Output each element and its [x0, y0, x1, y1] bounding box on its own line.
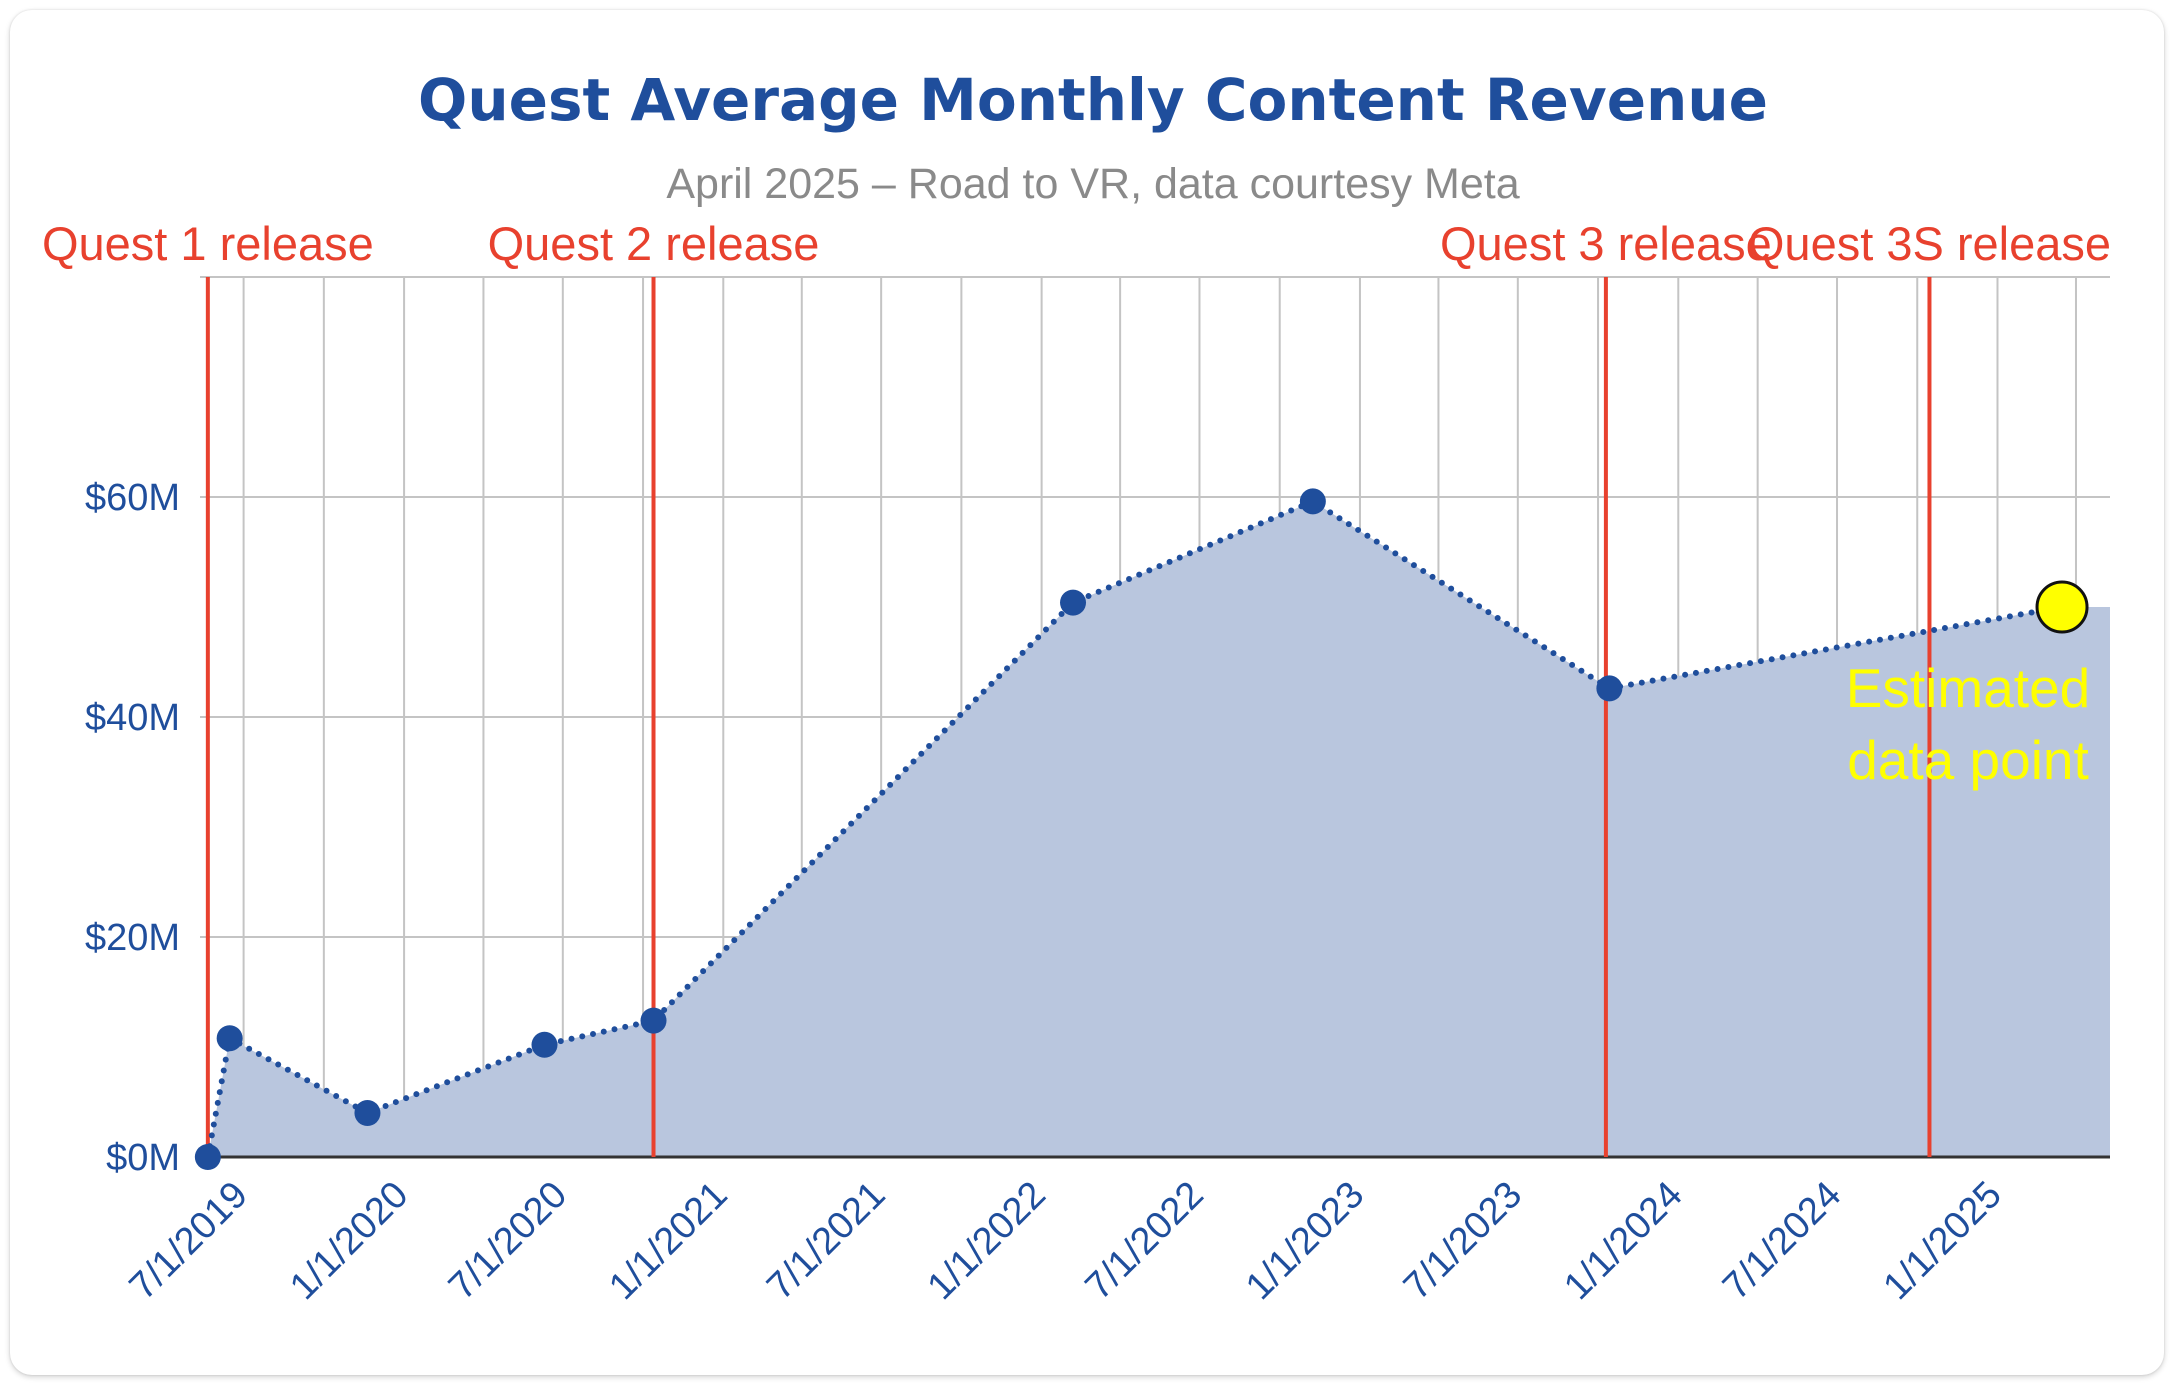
area-fill	[207, 501, 2110, 1157]
y-axis-ticks: $0M $20M $40M $60M	[85, 477, 180, 1179]
chart-title: Quest Average Monthly Content Revenue	[418, 66, 1768, 134]
data-point	[354, 1100, 381, 1126]
y-tick-label: $60M	[85, 477, 180, 519]
x-tick-label: 1/1/2023	[1238, 1174, 1372, 1308]
data-point	[1060, 589, 1087, 616]
data-point	[216, 1025, 243, 1052]
series-polyline	[204, 498, 2066, 1160]
release-label: Quest 2 release	[488, 217, 820, 270]
x-tick-label: 7/1/2022	[1078, 1174, 1212, 1308]
release-label: Quest 1 release	[42, 217, 374, 270]
x-tick-label: 1/1/2024	[1556, 1174, 1690, 1308]
data-point	[1299, 488, 1326, 515]
x-tick-label: 7/1/2021	[759, 1174, 893, 1308]
x-tick-label: 1/1/2021	[601, 1174, 735, 1308]
data-point	[194, 1144, 221, 1170]
x-tick-label: 1/1/2020	[282, 1174, 416, 1308]
x-tick-label: 7/1/2019	[122, 1174, 256, 1308]
y-tick-label: $0M	[106, 1137, 180, 1179]
release-label: Quest 3S release	[1748, 217, 2111, 270]
estimated-data-point	[2035, 580, 2089, 634]
data-points	[194, 488, 2089, 1170]
x-axis-ticks: 7/1/2019 1/1/2020 7/1/2020 1/1/2021 7/1/2021…	[122, 1174, 2010, 1308]
x-tick-label: 7/1/2020	[441, 1174, 575, 1308]
x-tick-label: 1/1/2022	[920, 1174, 1054, 1308]
estimated-label: Estimated data point	[1846, 657, 2091, 791]
x-tick-label: 7/1/2023	[1396, 1174, 1530, 1308]
x-tick-label: 7/1/2024	[1715, 1174, 1849, 1308]
release-annotations: Quest 1 release Quest 2 release Quest 3 re…	[42, 217, 2111, 1157]
y-tick-label: $40M	[85, 697, 180, 739]
estimated-label-line: data point	[1847, 729, 2089, 791]
data-point	[640, 1007, 667, 1034]
estimated-label-line: Estimated	[1846, 657, 2091, 719]
release-label: Quest 3 release	[1440, 217, 1772, 270]
x-tick-label: 1/1/2025	[1876, 1174, 2010, 1308]
area-fill-shape	[207, 501, 2110, 1157]
y-tick-label: $20M	[85, 917, 180, 959]
chart-subtitle: April 2025 – Road to VR, data courtesy M…	[666, 160, 1519, 208]
data-point	[531, 1031, 558, 1058]
data-point	[1596, 675, 1623, 702]
series-line	[204, 498, 2066, 1160]
